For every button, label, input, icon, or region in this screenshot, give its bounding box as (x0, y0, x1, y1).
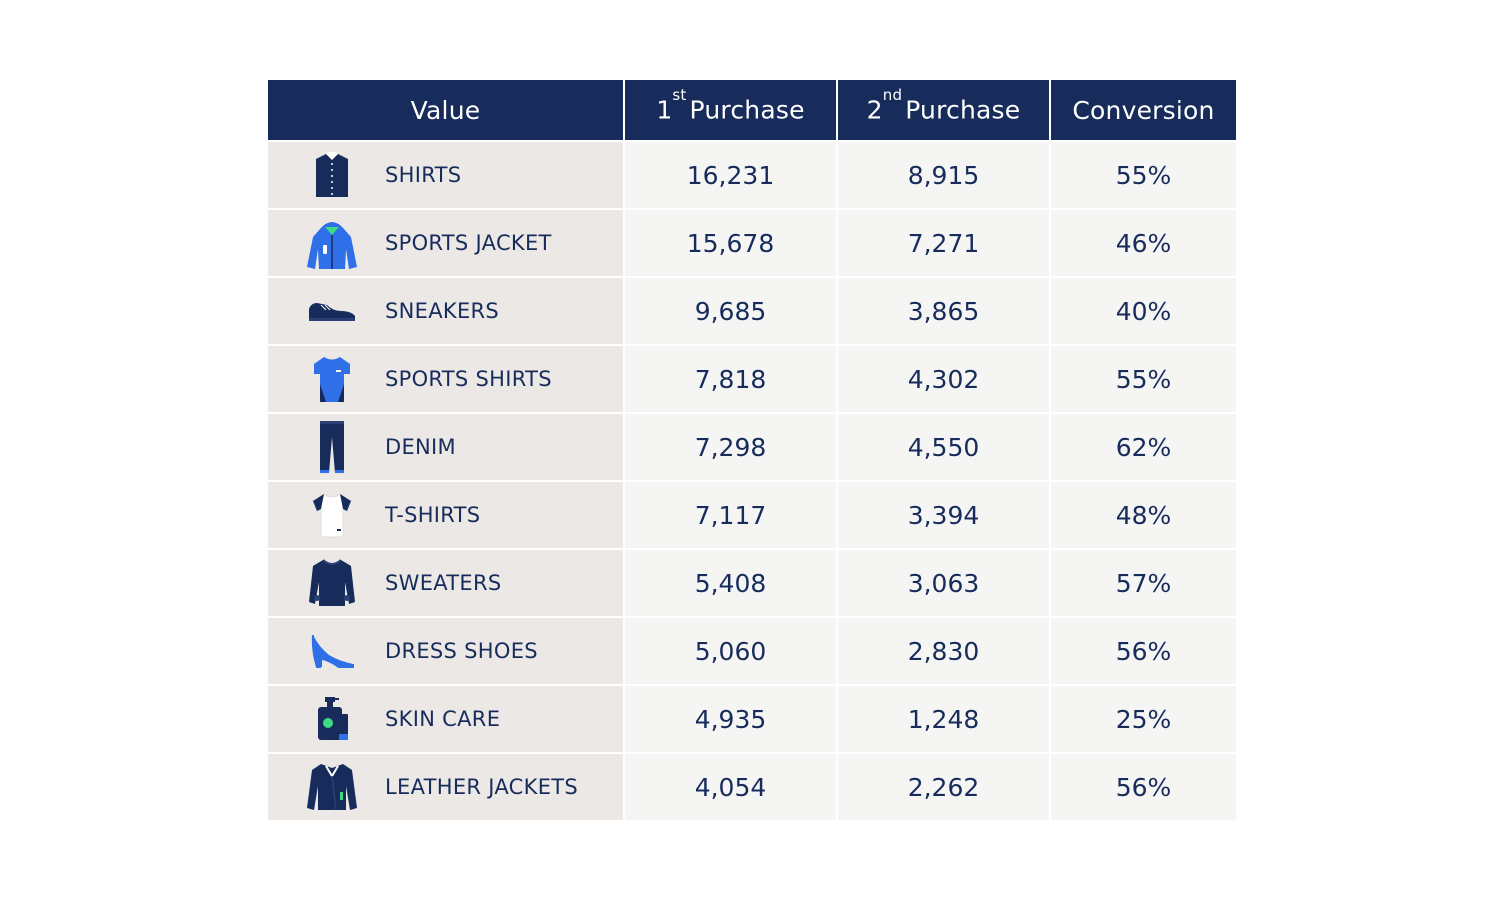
conversion-cell: 57% (1051, 550, 1236, 616)
row-label: SHIRTS (385, 163, 462, 187)
hooded-jacket-icon (300, 215, 364, 271)
header-conversion: Conversion (1051, 80, 1236, 140)
t-shirt-icon (300, 487, 364, 543)
header-first-label: Purchase (689, 95, 805, 125)
header-first-ordinal: st (672, 86, 687, 105)
first-purchase-cell: 5,060 (625, 618, 836, 684)
header-value: Value (268, 80, 623, 140)
first-purchase-cell: 16,231 (625, 142, 836, 208)
second-purchase-cell: 3,394 (838, 482, 1049, 548)
shirt-icon (300, 147, 364, 203)
second-purchase-cell: 8,915 (838, 142, 1049, 208)
conversion-cell: 62% (1051, 414, 1236, 480)
second-purchase-cell: 4,550 (838, 414, 1049, 480)
header-conversion-label: Conversion (1072, 95, 1215, 125)
header-first-number: 1 (656, 95, 673, 125)
second-purchase-cell: 1,248 (838, 686, 1049, 752)
row-value-cell: SHIRTS (268, 142, 623, 208)
row-value-cell: SWEATERS (268, 550, 623, 616)
row-value-cell: SPORTS JACKET (268, 210, 623, 276)
second-purchase-cell: 2,262 (838, 754, 1049, 820)
conversion-cell: 56% (1051, 618, 1236, 684)
row-value-cell: SKIN CARE (268, 686, 623, 752)
second-purchase-cell: 3,063 (838, 550, 1049, 616)
first-purchase-cell: 4,054 (625, 754, 836, 820)
leather-jacket-icon (300, 759, 364, 815)
sweater-icon (300, 555, 364, 611)
conversion-cell: 40% (1051, 278, 1236, 344)
first-purchase-cell: 9,685 (625, 278, 836, 344)
conversion-cell: 46% (1051, 210, 1236, 276)
row-value-cell: SNEAKERS (268, 278, 623, 344)
header-second-ordinal: nd (882, 86, 903, 105)
row-label: DENIM (385, 435, 456, 459)
second-purchase-cell: 3,865 (838, 278, 1049, 344)
first-purchase-cell: 7,298 (625, 414, 836, 480)
conversion-cell: 56% (1051, 754, 1236, 820)
lotion-bottle-icon (300, 691, 364, 747)
first-purchase-cell: 7,117 (625, 482, 836, 548)
row-label: SNEAKERS (385, 299, 500, 323)
second-purchase-cell: 4,302 (838, 346, 1049, 412)
first-purchase-cell: 7,818 (625, 346, 836, 412)
purchase-table: Value 1stPurchase 2ndPurchase Conversion… (268, 80, 1236, 820)
row-label: T-SHIRTS (385, 503, 481, 527)
row-label: SPORTS JACKET (385, 231, 552, 255)
row-label: LEATHER JACKETS (385, 775, 579, 799)
header-second-purchase: 2ndPurchase (838, 80, 1049, 140)
header-value-label: Value (410, 95, 481, 125)
first-purchase-cell: 15,678 (625, 210, 836, 276)
row-value-cell: T-SHIRTS (268, 482, 623, 548)
second-purchase-cell: 2,830 (838, 618, 1049, 684)
sports-shirt-icon (300, 351, 364, 407)
conversion-cell: 48% (1051, 482, 1236, 548)
row-label: SKIN CARE (385, 707, 501, 731)
high-heel-icon (300, 623, 364, 679)
sneaker-icon (300, 283, 364, 339)
header-second-number: 2 (866, 95, 883, 125)
conversion-cell: 55% (1051, 346, 1236, 412)
first-purchase-cell: 5,408 (625, 550, 836, 616)
row-value-cell: LEATHER JACKETS (268, 754, 623, 820)
jeans-icon (300, 419, 364, 475)
first-purchase-cell: 4,935 (625, 686, 836, 752)
header-first-purchase: 1stPurchase (625, 80, 836, 140)
conversion-cell: 55% (1051, 142, 1236, 208)
row-label: SWEATERS (385, 571, 502, 595)
row-label: DRESS SHOES (385, 639, 538, 663)
row-value-cell: DENIM (268, 414, 623, 480)
row-label: SPORTS SHIRTS (385, 367, 552, 391)
conversion-cell: 25% (1051, 686, 1236, 752)
second-purchase-cell: 7,271 (838, 210, 1049, 276)
row-value-cell: DRESS SHOES (268, 618, 623, 684)
row-value-cell: SPORTS SHIRTS (268, 346, 623, 412)
header-second-label: Purchase (905, 95, 1021, 125)
